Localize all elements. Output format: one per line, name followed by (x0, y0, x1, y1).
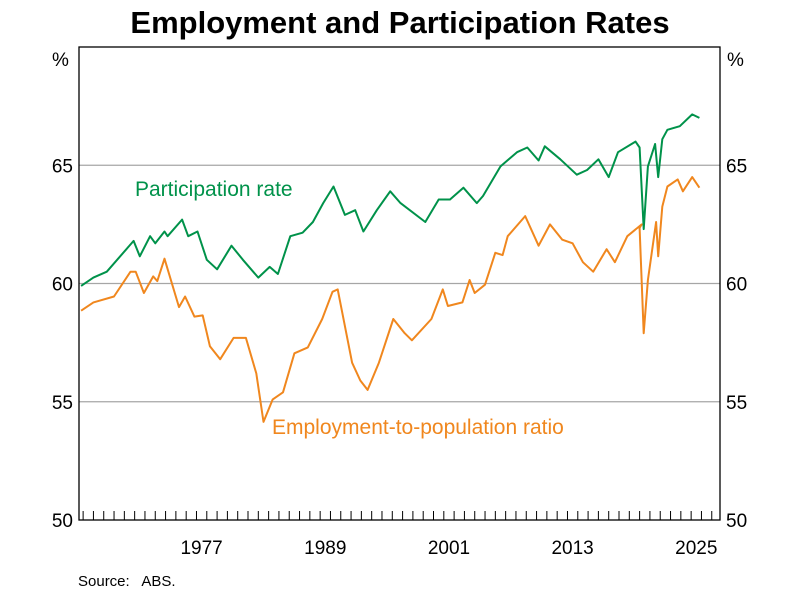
series-line-participation-rate (80, 113, 700, 287)
x-tick-label-1989: 1989 (304, 538, 346, 559)
x-tick-label-2001: 2001 (428, 538, 470, 559)
x-tick-label-2013: 2013 (551, 538, 593, 559)
x-axis-ticks: 1977 1989 2001 2013 2025 (82, 511, 717, 559)
y-axis-ticks: 50 50 55 55 60 60 65 65 (52, 156, 747, 532)
y-tick-label-left: 50 (52, 511, 73, 532)
series-line-employment-to-population-ratio (80, 176, 701, 423)
y-tick-label-right: 50 (726, 511, 747, 532)
y-tick-label-left: 65 (52, 156, 73, 177)
x-tick-label-1977: 1977 (180, 538, 222, 559)
y-unit-right: % (727, 50, 744, 71)
y-tick-label-right: 60 (726, 275, 747, 296)
x-tick-label-2025: 2025 (675, 538, 717, 559)
series-label-participation: Participation rate (135, 178, 293, 201)
series-label-employment: Employment-to-population ratio (272, 416, 564, 439)
y-tick-label-right: 55 (726, 393, 747, 414)
y-tick-label-left: 55 (52, 393, 73, 414)
series-lines (80, 113, 701, 423)
y-tick-label-left: 60 (52, 275, 73, 296)
y-tick-label-right: 65 (726, 156, 747, 177)
plot-frame (78, 46, 721, 521)
source-note: Source: ABS. (78, 573, 176, 590)
y-unit-left: % (52, 50, 69, 71)
chart-title: Employment and Participation Rates (130, 5, 669, 40)
